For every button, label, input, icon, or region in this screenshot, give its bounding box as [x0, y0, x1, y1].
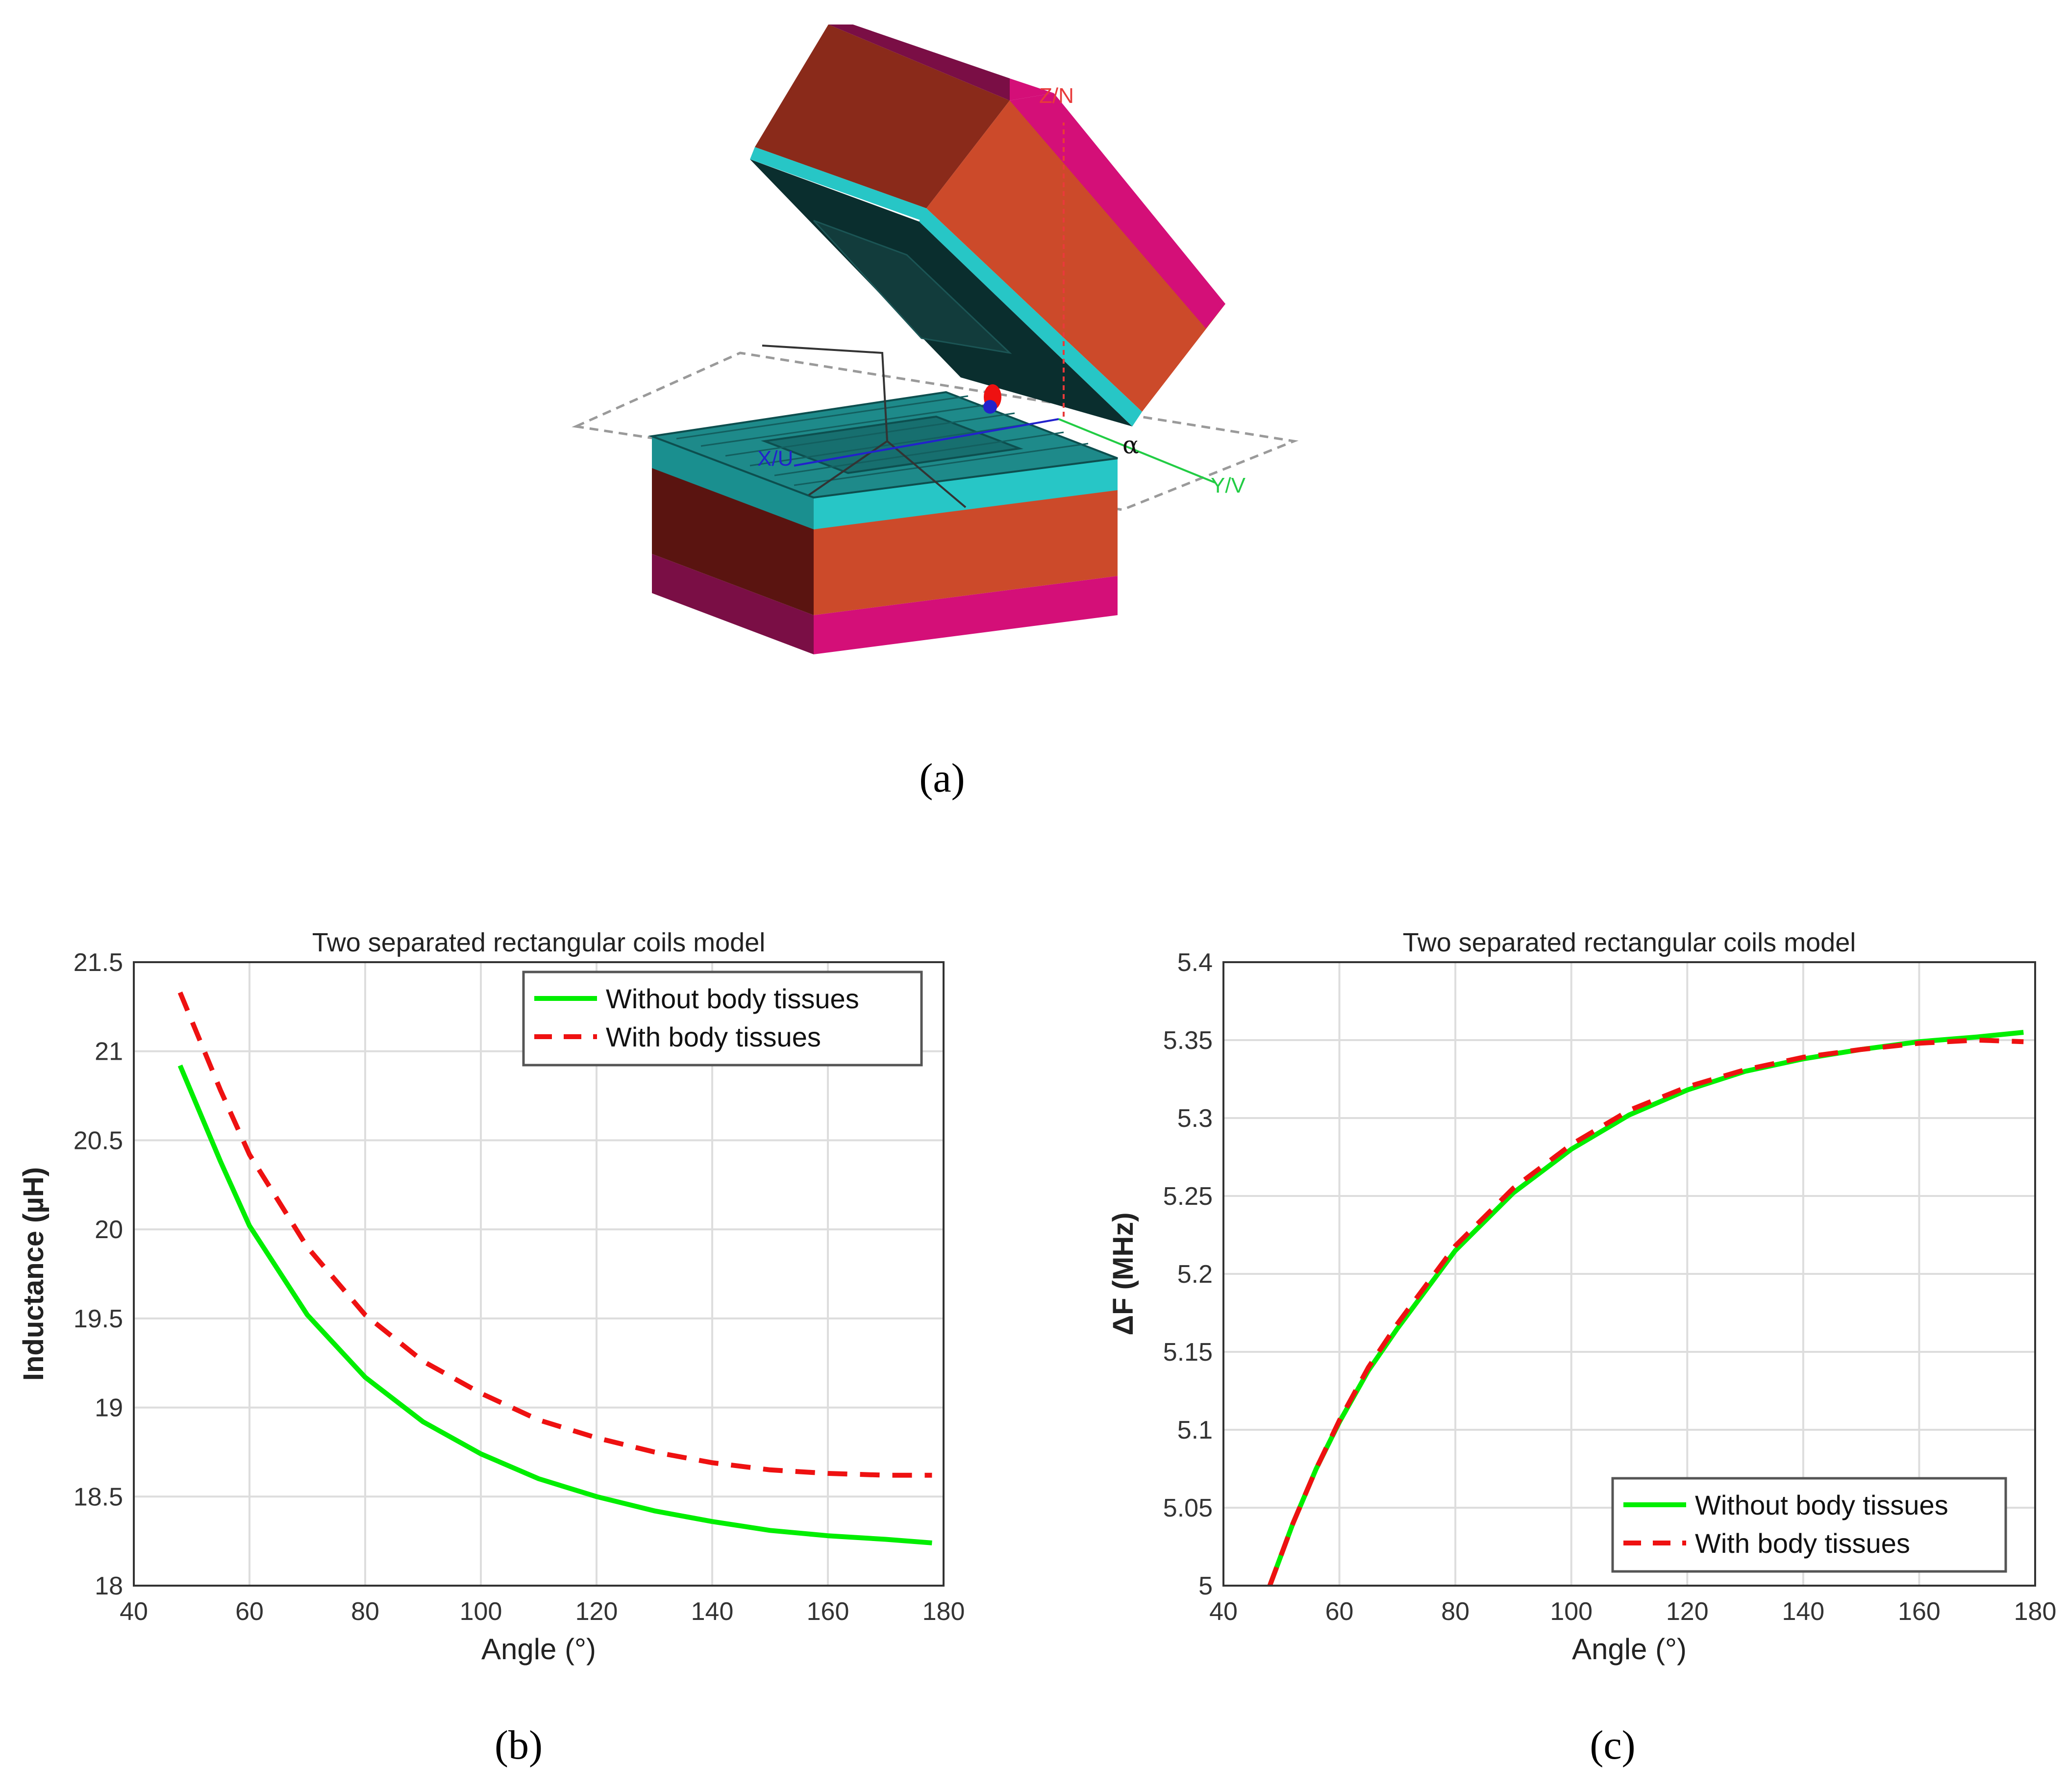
lower-coil-windings — [676, 395, 1089, 486]
y-tick-label: 5.15 — [1163, 1338, 1213, 1367]
y-axis-label: Y/V — [1211, 473, 1246, 498]
y-tick-label: 21 — [95, 1038, 123, 1066]
x-tick-label: 80 — [351, 1597, 379, 1626]
x-tick-label: 140 — [1782, 1597, 1824, 1626]
upper-cap-top — [1010, 78, 1054, 100]
y-tick-label: 19.5 — [74, 1305, 123, 1333]
upper-core-front — [926, 100, 1225, 412]
axes-frame — [1222, 961, 2036, 1587]
legend-box — [522, 971, 923, 1067]
y-tick-label: 20.5 — [74, 1126, 123, 1155]
y-tick-label: 5.2 — [1177, 1260, 1213, 1289]
legend-label: Without body tissues — [606, 983, 859, 1014]
upper-pad-side — [750, 147, 926, 221]
x-tick-label: 120 — [1666, 1597, 1709, 1626]
link-line — [808, 440, 888, 496]
y-tick-label: 5.3 — [1177, 1104, 1213, 1133]
panel-a-illustration: Z/N X/U Y/V α — [572, 25, 1299, 654]
x-tick-label: 80 — [1441, 1597, 1469, 1626]
legend-box — [1611, 1477, 2007, 1573]
x-axis-label: Angle (°) — [1572, 1633, 1687, 1666]
origin-marker-blue — [983, 400, 997, 414]
upper-coil-inner — [813, 220, 1012, 354]
y-tick-label: 18 — [95, 1572, 123, 1600]
x-tick-label: 180 — [2014, 1597, 2057, 1626]
upper-cap-side — [828, 25, 1010, 100]
y-tick-label: 5 — [1198, 1572, 1213, 1600]
lower-core-side — [652, 466, 814, 615]
y-tick-label: 20 — [95, 1216, 123, 1244]
x-tick-label: 180 — [922, 1597, 965, 1626]
x-tick-label: 100 — [1550, 1597, 1593, 1626]
y-tick-label: 5.35 — [1163, 1026, 1213, 1055]
panel-c-label: (c) — [1590, 1722, 1635, 1768]
upper-pad-front — [919, 208, 1142, 426]
chart-inductance: 40 60 80 100 120 140 160 180 18 18.5 19 19.5 20 20.5 2… — [18, 928, 965, 1666]
y-axis-label: Inductance (µH) — [18, 1167, 50, 1381]
legend-label: With body tissues — [606, 1021, 821, 1052]
lower-pad-side — [652, 436, 814, 529]
series-line-without-tissues — [177, 1064, 932, 1545]
series-line-with-tissues — [177, 991, 932, 1478]
y-axis — [1058, 418, 1216, 484]
z-axis-label: Z/N — [1039, 84, 1074, 108]
y-tick-label: 5.1 — [1177, 1416, 1213, 1444]
x-tick-label: 100 — [460, 1597, 502, 1626]
upper-core-side — [755, 25, 1010, 208]
link-line — [762, 345, 967, 508]
x-tick-label: 160 — [807, 1597, 849, 1626]
legend-label: Without body tissues — [1695, 1490, 1948, 1520]
x-tick-label: 40 — [120, 1597, 148, 1626]
lower-pad-front — [814, 458, 1118, 529]
series-line-without-tissues — [1267, 1030, 2024, 1587]
x-tick-label: 140 — [691, 1597, 734, 1626]
upper-cap-side-b — [853, 25, 1010, 100]
x-axis — [794, 418, 1059, 467]
panel-b-label: (b) — [495, 1722, 543, 1768]
y-tick-label: 5.25 — [1163, 1182, 1213, 1211]
y-tick-label: 18.5 — [74, 1483, 123, 1511]
x-tick-label: 40 — [1209, 1597, 1238, 1626]
x-axis-label: X/U — [757, 447, 793, 471]
x-tick-label: 60 — [235, 1597, 264, 1626]
y-tick-label: 21.5 — [74, 948, 123, 977]
chart-title: Two separated rectangular coils model — [312, 928, 766, 957]
lower-cap-front — [814, 576, 1118, 654]
x-tick-label: 60 — [1325, 1597, 1354, 1626]
legend-label: With body tissues — [1695, 1528, 1910, 1559]
x-axis-label: Angle (°) — [481, 1633, 596, 1666]
y-tick-label: 5.4 — [1177, 948, 1213, 977]
angle-alpha-label: α — [1122, 431, 1139, 459]
chart-frequency-shift: 40 60 80 100 120 140 160 180 5 5.05 5.1 5.15 5.2 5.25… — [1107, 928, 2056, 1666]
axes-frame — [133, 961, 945, 1587]
y-tick-label: 19 — [95, 1394, 123, 1422]
x-tick-label: 160 — [1898, 1597, 1941, 1626]
x-tick-label: 120 — [575, 1597, 618, 1626]
y-tick-label: 5.05 — [1163, 1494, 1213, 1522]
panel-a-label: (a) — [919, 755, 965, 801]
lower-cap-side — [652, 554, 814, 654]
chart-title: Two separated rectangular coils model — [1403, 928, 1856, 957]
y-axis-label: ΔF (MHz) — [1107, 1212, 1139, 1335]
